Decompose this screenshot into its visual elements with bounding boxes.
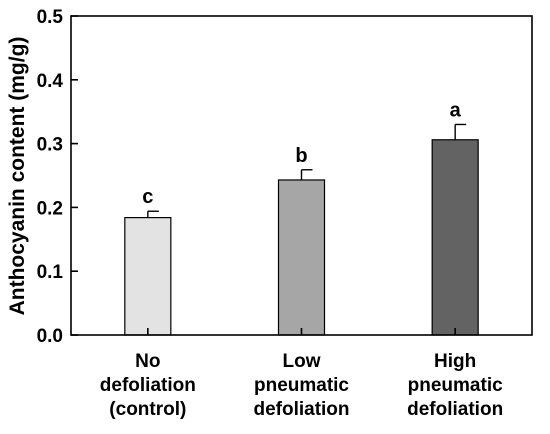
y-axis-label: Anthocyanin content (mg/g)	[6, 37, 29, 316]
plot-frame	[70, 15, 533, 336]
y-tick-label: 0.1	[37, 262, 64, 283]
y-tick-label: 0.5	[37, 7, 64, 28]
bar-3	[431, 139, 479, 336]
plot-area: 0.0 0.1 0.2 0.3 0.4 0.5 c No defoliation (control…	[37, 7, 504, 420]
x-category-label: defoliation	[407, 399, 503, 420]
y-axis-label-group: Anthocyanin content (mg/g)	[6, 37, 29, 316]
significance-letter-1: c	[142, 186, 153, 208]
significance-letter-3: a	[450, 99, 462, 121]
y-tick-label: 0.4	[37, 71, 64, 92]
x-category-label: pneumatic	[408, 375, 503, 396]
x-category-label: No	[135, 351, 160, 372]
bar-1	[124, 217, 172, 336]
y-tick-label: 0.0	[37, 326, 63, 347]
x-category-label: defoliation	[253, 399, 349, 420]
y-tick-label: 0.3	[37, 135, 63, 156]
x-category-label: pneumatic	[254, 375, 349, 396]
y-tick-label: 0.2	[37, 198, 63, 219]
x-category-label: (control)	[109, 399, 186, 420]
x-category-label: defoliation	[100, 375, 196, 396]
bar-2	[277, 179, 326, 336]
x-category-label: High	[434, 351, 476, 372]
x-category-label: Low	[283, 351, 321, 372]
significance-letter-2: b	[295, 145, 307, 167]
